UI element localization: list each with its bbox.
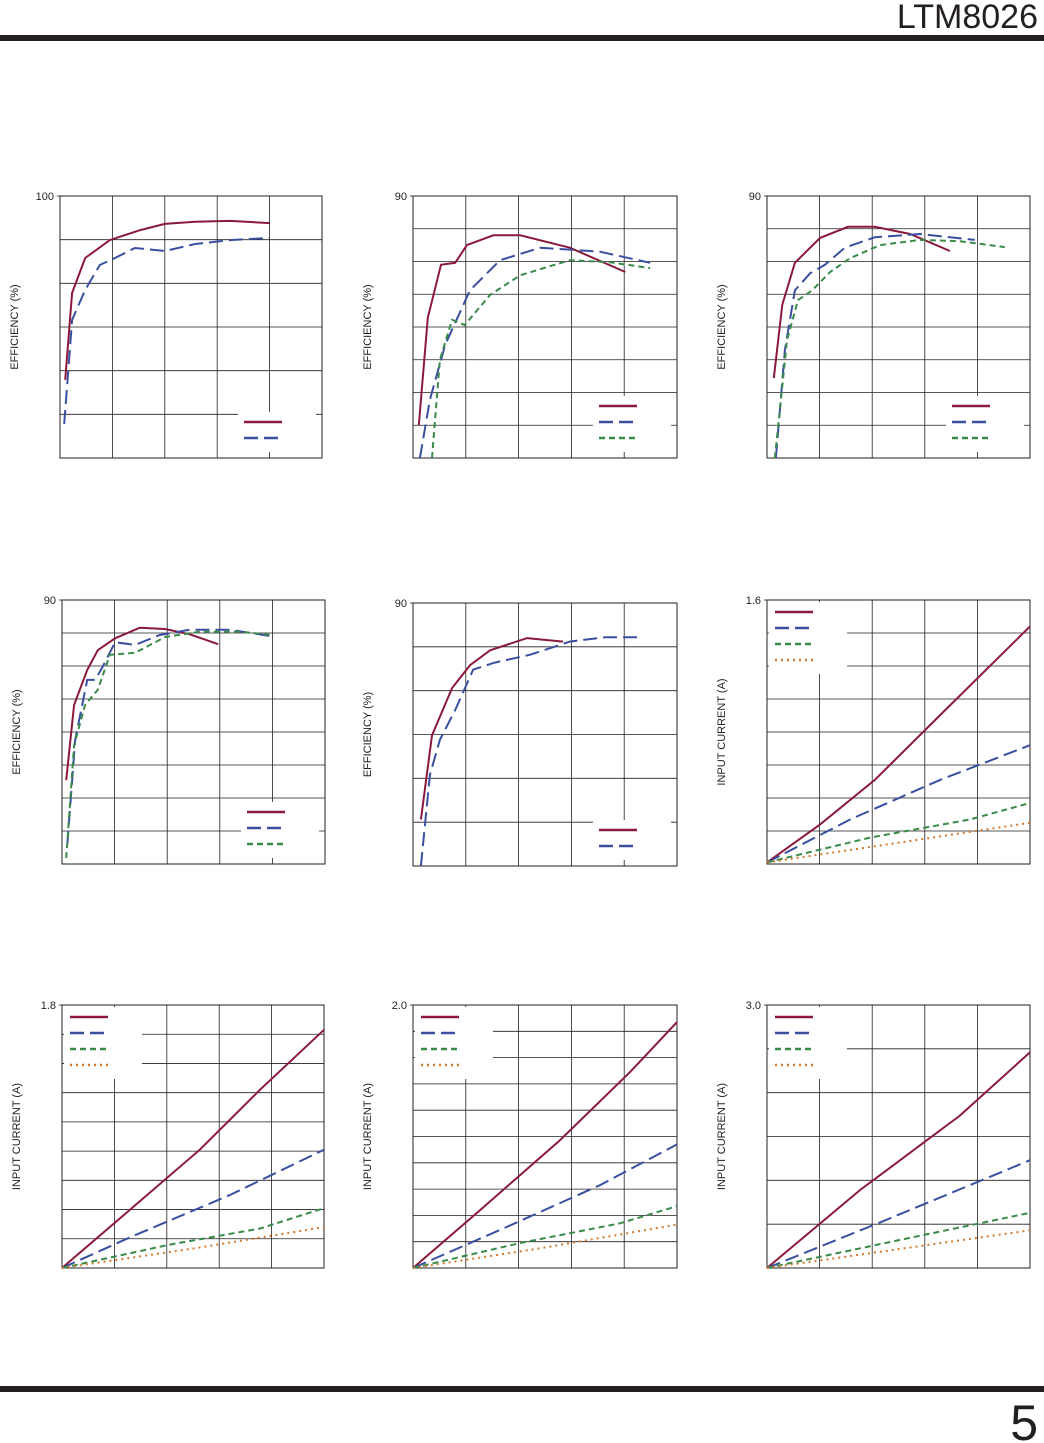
legend — [593, 396, 671, 452]
plot-frame — [59, 195, 323, 459]
legend-box — [593, 820, 671, 860]
plot-frame — [412, 602, 678, 867]
y-tick-label: 3.0 — [746, 1000, 761, 1012]
series-line — [66, 628, 273, 845]
y-axis-label: EFFICIENCY (%) — [362, 692, 374, 777]
y-tick-label: 2.0 — [392, 1000, 407, 1012]
series-line — [65, 626, 219, 781]
series-line — [418, 246, 651, 459]
y-axis-label: EFFICIENCY (%) — [362, 284, 374, 369]
series-line — [61, 1029, 325, 1269]
header-title: LTM8026 — [897, 0, 1038, 36]
plot-frame — [766, 1004, 1031, 1269]
series-line — [412, 1021, 678, 1269]
legend — [64, 1007, 142, 1079]
y-axis-label: EFFICIENCY (%) — [716, 284, 728, 369]
y-axis-label: INPUT CURRENT (A) — [716, 678, 728, 785]
series-line — [61, 1226, 325, 1269]
legend — [769, 602, 847, 674]
series-line — [64, 219, 270, 380]
page-number: 5 — [1010, 1395, 1038, 1443]
legend-box — [241, 802, 319, 858]
legend — [238, 412, 316, 452]
plot-frame — [61, 599, 326, 865]
series-line — [412, 1143, 678, 1269]
series-line — [773, 238, 1005, 459]
series-line — [766, 744, 1031, 864]
y-axis-label: INPUT CURRENT (A) — [362, 1083, 374, 1190]
series-line — [766, 1051, 1031, 1269]
legend-box — [238, 412, 316, 452]
series-line — [766, 802, 1031, 864]
series-line — [766, 625, 1031, 864]
series-line — [766, 821, 1031, 864]
series-line — [412, 1223, 678, 1269]
legend — [415, 1007, 493, 1079]
series-line — [431, 259, 651, 459]
y-tick-label: 90 — [44, 595, 56, 607]
legend — [593, 820, 671, 860]
series-line — [65, 630, 273, 859]
series-line — [63, 236, 270, 424]
y-tick-label: 90 — [395, 191, 407, 203]
series-line — [419, 637, 564, 820]
y-tick-label: 1.6 — [746, 595, 761, 607]
header-rule — [0, 35, 1044, 41]
series-line — [774, 232, 975, 459]
series-line — [61, 1207, 325, 1269]
series-line — [766, 1159, 1031, 1269]
plot-frame — [412, 195, 678, 459]
series-line — [412, 1205, 678, 1269]
y-tick-label: 90 — [749, 191, 761, 203]
legend-box — [415, 1007, 493, 1079]
y-axis-label: EFFICIENCY (%) — [9, 284, 21, 369]
legend-box — [769, 1007, 847, 1079]
y-axis-label: EFFICIENCY (%) — [11, 689, 23, 774]
y-tick-label: 100 — [36, 191, 54, 203]
series-line — [61, 1148, 325, 1269]
plot-frame — [766, 195, 1031, 459]
series-line — [766, 1229, 1031, 1269]
legend-box — [593, 396, 671, 452]
footer-rule — [0, 1386, 1044, 1392]
legend-box — [64, 1007, 142, 1079]
legend — [946, 396, 1024, 452]
series-line — [417, 234, 626, 426]
legend-box — [769, 602, 847, 674]
legend-box — [946, 396, 1024, 452]
plot-frame — [61, 1004, 325, 1269]
y-axis-label: INPUT CURRENT (A) — [11, 1083, 23, 1190]
legend — [241, 802, 319, 858]
series-line — [766, 1211, 1031, 1269]
y-tick-label: 1.8 — [41, 1000, 56, 1012]
series-line — [419, 636, 638, 867]
legend — [769, 1007, 847, 1079]
y-tick-label: 90 — [395, 598, 407, 610]
plot-frame — [766, 599, 1031, 865]
y-axis-label: INPUT CURRENT (A) — [716, 1083, 728, 1190]
plot-frame — [412, 1004, 678, 1269]
series-line — [772, 225, 951, 379]
